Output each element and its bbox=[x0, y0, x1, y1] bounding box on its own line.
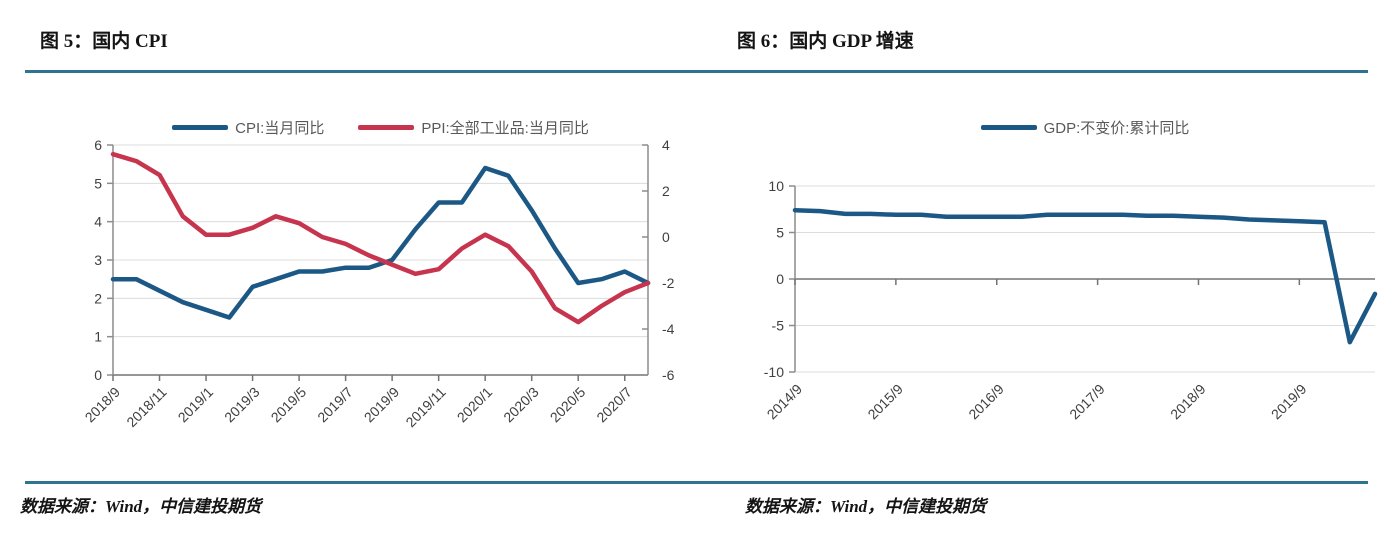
y-axis-right-label: 0 bbox=[662, 229, 670, 245]
gdp-legend-label: GDP:不变价:累计同比 bbox=[1043, 120, 1190, 137]
x-axis-label: 2018/9 bbox=[82, 384, 124, 426]
x-axis-label: 2014/9 bbox=[764, 381, 806, 423]
ppi-legend-label: PPI:全部工业品:当月同比 bbox=[421, 120, 589, 137]
y-axis-left-label: 5 bbox=[776, 225, 784, 241]
y-axis-right-label: 2 bbox=[662, 183, 670, 199]
x-axis-label: 2019/7 bbox=[314, 384, 356, 426]
figure6-legend: GDP:不变价:累计同比 bbox=[786, 117, 1384, 138]
legend-item-gdp: GDP:不变价:累计同比 bbox=[980, 117, 1190, 138]
y-axis-right-label: 4 bbox=[662, 137, 670, 153]
figure6-title: 图 6：国内 GDP 增速 bbox=[737, 31, 914, 52]
x-axis-label: 2015/9 bbox=[864, 381, 906, 423]
gdp-legend-line-icon bbox=[980, 125, 1037, 130]
x-axis-label: 2016/9 bbox=[965, 381, 1007, 423]
x-axis-label: 2020/7 bbox=[593, 384, 635, 426]
y-axis-right-label: -6 bbox=[662, 367, 675, 383]
x-axis-label: 2020/3 bbox=[500, 384, 542, 426]
x-axis-label: 2020/5 bbox=[547, 384, 589, 426]
figure6-source: 数据来源：Wind，中信建投期货 bbox=[745, 497, 987, 516]
y-axis-left-label: -10 bbox=[764, 364, 784, 380]
cpi-legend-line-icon bbox=[172, 125, 229, 130]
x-axis-label: 2017/9 bbox=[1066, 381, 1108, 423]
legend-item-cpi: CPI:当月同比 bbox=[172, 117, 324, 138]
figure5-legend: CPI:当月同比 PPI:全部工业品:当月同比 bbox=[51, 117, 710, 138]
y-axis-left-label: 5 bbox=[94, 175, 102, 191]
x-axis-label: 2019/11 bbox=[402, 384, 449, 431]
x-axis-label: 2019/9 bbox=[361, 384, 403, 426]
figure5-title: 图 5：国内 CPI bbox=[40, 31, 168, 52]
y-axis-left-label: 1 bbox=[94, 329, 102, 345]
y-axis-right-label: -2 bbox=[662, 275, 675, 291]
x-axis-label: 2019/1 bbox=[175, 384, 217, 426]
y-axis-left-label: 3 bbox=[94, 252, 102, 268]
top-separator bbox=[25, 70, 1368, 73]
gdp-line-chart: -10 -5 0 5 10 2014/9 2015/9 2016/9 2017/9 2018/9 2… bbox=[764, 178, 1378, 423]
legend-item-ppi: PPI:全部工业品:当月同比 bbox=[358, 117, 589, 138]
y-axis-left-label: 0 bbox=[776, 271, 784, 287]
x-axis-label: 2019/3 bbox=[221, 384, 263, 426]
x-axis-label: 2018/9 bbox=[1167, 381, 1209, 423]
figure5-chart-area: CPI:当月同比 PPI:全部工业品:当月同比 0 1 2 3 4 5 6 -6 -4 -2 0 2 4… bbox=[20, 95, 710, 471]
x-axis-label: 2019/9 bbox=[1268, 381, 1310, 423]
x-axis-label: 2018/11 bbox=[123, 384, 170, 431]
y-axis-left-label: 10 bbox=[768, 178, 784, 194]
bottom-separator bbox=[25, 481, 1368, 484]
y-axis-right-label: -4 bbox=[662, 321, 675, 337]
series-line bbox=[110, 151, 651, 325]
y-axis-left-label: 4 bbox=[94, 214, 102, 230]
y-axis-left-label: 0 bbox=[94, 367, 102, 383]
series-line bbox=[792, 207, 1378, 345]
y-axis-left-label: 2 bbox=[94, 290, 102, 306]
figure6-chart-area: GDP:不变价:累计同比 -10 -5 0 5 10 2014/9 2015/9 2016/9… bbox=[710, 95, 1384, 471]
y-axis-left-label: -5 bbox=[772, 318, 785, 334]
x-axis-label: 2020/1 bbox=[454, 384, 496, 426]
ppi-legend-line-icon bbox=[358, 125, 415, 130]
x-axis-label: 2019/5 bbox=[268, 384, 310, 426]
cpi-legend-label: CPI:当月同比 bbox=[235, 120, 325, 137]
series-line bbox=[110, 165, 651, 320]
y-axis-left-label: 6 bbox=[94, 137, 102, 153]
figure5-source: 数据来源：Wind，中信建投期货 bbox=[20, 497, 262, 516]
